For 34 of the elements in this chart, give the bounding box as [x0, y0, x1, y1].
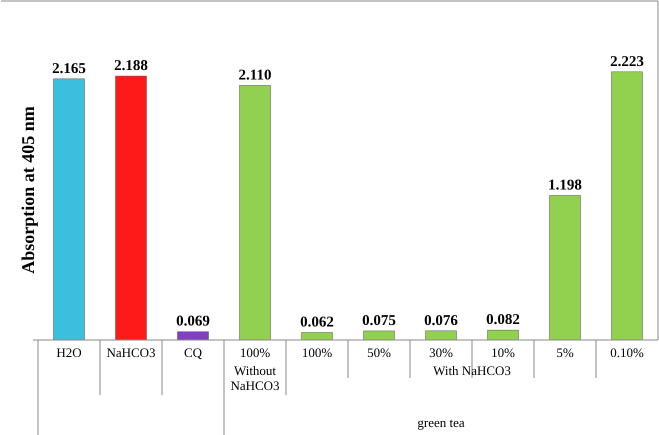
data-label: 0.082	[486, 312, 520, 328]
data-label: 0.076	[424, 312, 458, 329]
y-axis-title: Absorption at 405 nm	[18, 106, 38, 274]
data-label: 2.110	[238, 67, 272, 84]
x-tick-label: 10%	[491, 345, 516, 360]
x-tick-label: 0.10%	[610, 345, 644, 360]
data-label: 1.198	[548, 177, 582, 194]
x-tick-label: 100%	[302, 345, 332, 360]
bar	[115, 76, 147, 340]
data-label: 0.062	[300, 314, 334, 331]
bar	[549, 195, 581, 340]
x-tick-label: 5%	[556, 345, 574, 360]
data-label: 0.069	[176, 314, 210, 330]
x-tick-label: CQ	[184, 345, 203, 360]
bar	[239, 85, 271, 340]
text: Without NaHCO3	[230, 363, 280, 393]
data-label: 2.223	[610, 54, 644, 70]
bar	[301, 332, 333, 340]
bar	[53, 78, 85, 340]
bar	[425, 330, 457, 340]
x-tick-label: NaHCO3	[106, 345, 156, 360]
text: With NaHCO3	[433, 363, 511, 378]
bar	[363, 330, 395, 340]
text: green tea	[417, 415, 465, 430]
data-label: 2.165	[52, 60, 86, 77]
data-label: 0.075	[362, 312, 396, 329]
bar	[611, 72, 643, 340]
x-tick-label: 50%	[367, 345, 392, 360]
bar	[177, 331, 209, 340]
data-label: 2.188	[114, 58, 148, 74]
bar	[487, 330, 519, 340]
x-tick-label: H2O	[56, 345, 82, 360]
x-tick-label: 100%	[240, 345, 270, 360]
x-tick-label: 30%	[429, 345, 454, 360]
